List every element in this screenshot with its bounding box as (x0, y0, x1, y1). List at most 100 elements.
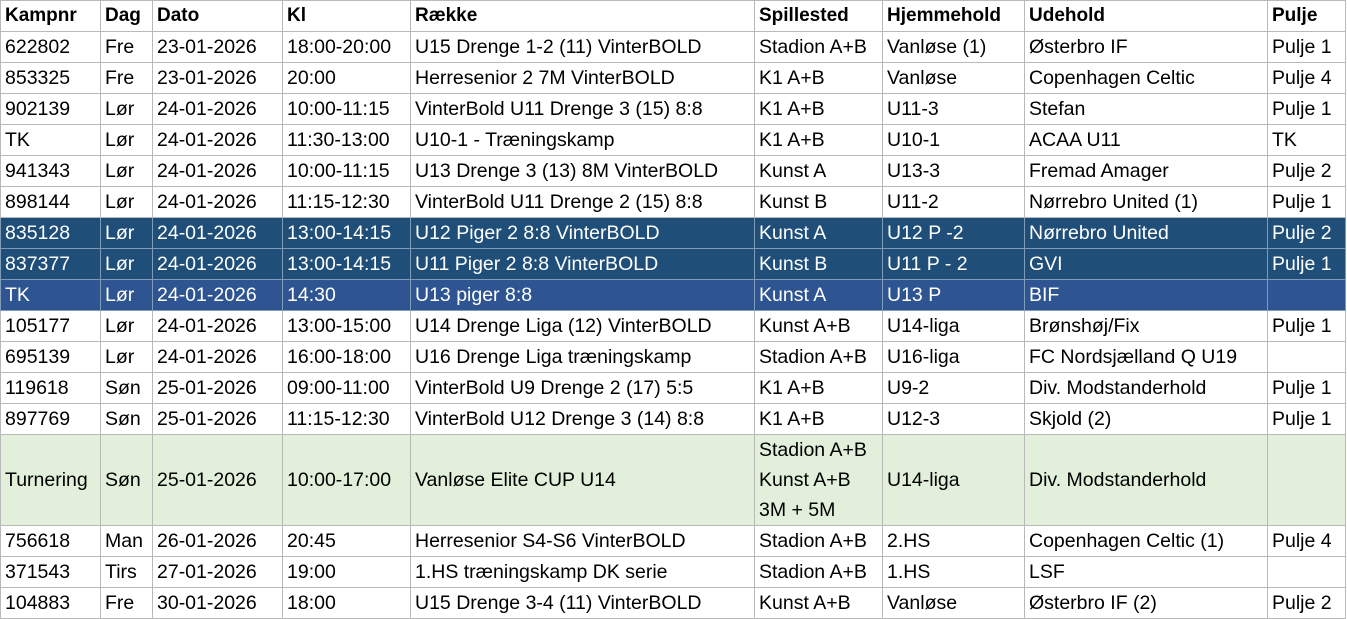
cell-kl: 16:00-18:00 (282, 341, 411, 373)
cell-kampnr: 837377 (0, 248, 101, 280)
cell-spillested: Kunst A (754, 155, 883, 187)
cell-kampnr: Turnering (0, 434, 101, 526)
table-row[interactable]: 104883 Fre 30-01-2026 18:00 U15 Drenge 3-4 (… (0, 587, 1346, 619)
cell-kampnr: TK (0, 279, 101, 311)
header-row: Kampnr Dag Dato Kl Række Spillested Hjem… (0, 0, 1346, 32)
cell-hjemmehold: U12 P -2 (882, 217, 1025, 249)
cell-kl: 20:00 (282, 62, 411, 94)
cell-kampnr: 853325 (0, 62, 101, 94)
cell-pulje (1267, 434, 1346, 526)
cell-spillested: K1 A+B (754, 93, 883, 125)
cell-dag: Tirs (100, 556, 153, 588)
cell-spillested: Kunst A (754, 279, 883, 311)
venue-line: K1 A+B (759, 98, 825, 120)
cell-kl: 10:00-11:15 (282, 155, 411, 187)
venue-line: Stadion A+B (759, 346, 867, 368)
cell-spillested: Kunst B (754, 248, 883, 280)
table-row[interactable]: 105177 Lør 24-01-2026 13:00-15:00 U14 Drenge… (0, 310, 1346, 342)
cell-kl: 10:00-17:00 (282, 434, 411, 526)
cell-kampnr: 105177 (0, 310, 101, 342)
header-spillested: Spillested (754, 0, 883, 32)
cell-dato: 26-01-2026 (152, 525, 283, 557)
cell-udehold: Stefan (1024, 93, 1268, 125)
cell-dag: Lør (100, 93, 153, 125)
table-row[interactable]: 835128 Lør 24-01-2026 13:00-14:15 U12 Piger … (0, 217, 1346, 249)
table-row[interactable]: 897769 Søn 25-01-2026 11:15-12:30 VinterBold… (0, 403, 1346, 435)
cell-kampnr: 622802 (0, 31, 101, 63)
cell-dato: 25-01-2026 (152, 434, 283, 526)
table-row[interactable]: 119618 Søn 25-01-2026 09:00-11:00 VinterBold… (0, 372, 1346, 404)
cell-hjemmehold: U12-3 (882, 403, 1025, 435)
table-row[interactable]: TK Lør 24-01-2026 11:30-13:00 U10-1 - Trænin… (0, 124, 1346, 156)
cell-pulje (1267, 279, 1346, 311)
cell-raekke: U15 Drenge 1-2 (11) VinterBOLD (410, 31, 755, 63)
cell-udehold: FC Nordsjælland Q U19 (1024, 341, 1268, 373)
table-row[interactable]: 695139 Lør 24-01-2026 16:00-18:00 U16 Drenge… (0, 341, 1346, 373)
table-row[interactable]: 941343 Lør 24-01-2026 10:00-11:15 U13 Drenge… (0, 155, 1346, 187)
cell-raekke: U10-1 - Træningskamp (410, 124, 755, 156)
venue-line: Stadion A+B (759, 36, 867, 58)
table-row[interactable]: TK Lør 24-01-2026 14:30 U13 piger 8:8 Kunst A… (0, 279, 1346, 311)
cell-kl: 11:15-12:30 (282, 186, 411, 218)
cell-udehold: Østerbro IF (1024, 31, 1268, 63)
cell-kl: 13:00-15:00 (282, 310, 411, 342)
cell-dato: 24-01-2026 (152, 186, 283, 218)
cell-kampnr: 104883 (0, 587, 101, 619)
cell-raekke: VinterBold U9 Drenge 2 (17) 5:5 (410, 372, 755, 404)
cell-udehold: Brønshøj/Fix (1024, 310, 1268, 342)
cell-udehold: Copenhagen Celtic (1024, 62, 1268, 94)
cell-kampnr: 835128 (0, 217, 101, 249)
cell-raekke: U14 Drenge Liga (12) VinterBOLD (410, 310, 755, 342)
cell-kl: 18:00 (282, 587, 411, 619)
cell-kampnr: 898144 (0, 186, 101, 218)
cell-hjemmehold: U11-3 (882, 93, 1025, 125)
table-row[interactable]: 853325 Fre 23-01-2026 20:00 Herresenior 2 7M… (0, 62, 1346, 94)
cell-pulje: Pulje 1 (1267, 248, 1346, 280)
cell-pulje: Pulje 1 (1267, 93, 1346, 125)
schedule-body: 622802 Fre 23-01-2026 18:00-20:00 U15 Drenge… (0, 31, 1346, 619)
venue-line: Kunst A+B (759, 592, 851, 614)
header-dato: Dato (152, 0, 283, 32)
cell-spillested: K1 A+B (754, 124, 883, 156)
table-row[interactable]: 622802 Fre 23-01-2026 18:00-20:00 U15 Drenge… (0, 31, 1346, 63)
cell-dato: 24-01-2026 (152, 248, 283, 280)
cell-dag: Man (100, 525, 153, 557)
cell-kampnr: 897769 (0, 403, 101, 435)
table-row[interactable]: 371543 Tirs 27-01-2026 19:00 1.HS træningska… (0, 556, 1346, 588)
cell-udehold: Nørrebro United (1024, 217, 1268, 249)
cell-udehold: Copenhagen Celtic (1) (1024, 525, 1268, 557)
cell-pulje (1267, 341, 1346, 373)
cell-dag: Lør (100, 186, 153, 218)
header-pulje: Pulje (1267, 0, 1346, 32)
cell-spillested: K1 A+B (754, 372, 883, 404)
header-udehold: Udehold (1024, 0, 1268, 32)
table-row[interactable]: 837377 Lør 24-01-2026 13:00-14:15 U11 Piger … (0, 248, 1346, 280)
cell-dag: Lør (100, 279, 153, 311)
cell-udehold: Fremad Amager (1024, 155, 1268, 187)
cell-kampnr: 756618 (0, 525, 101, 557)
cell-raekke: Herresenior S4-S6 VinterBOLD (410, 525, 755, 557)
cell-dato: 23-01-2026 (152, 31, 283, 63)
cell-spillested: Stadion A+B (754, 556, 883, 588)
cell-dag: Lør (100, 310, 153, 342)
cell-dag: Søn (100, 372, 153, 404)
cell-spillested: K1 A+B (754, 62, 883, 94)
cell-dato: 24-01-2026 (152, 279, 283, 311)
cell-hjemmehold: 1.HS (882, 556, 1025, 588)
cell-udehold: Skjold (2) (1024, 403, 1268, 435)
cell-hjemmehold: Vanløse (882, 587, 1025, 619)
venue-line: Kunst A (759, 222, 827, 244)
cell-dato: 24-01-2026 (152, 124, 283, 156)
table-row[interactable]: 898144 Lør 24-01-2026 11:15-12:30 VinterBold… (0, 186, 1346, 218)
venue-line: Kunst A (759, 284, 827, 306)
cell-kampnr: 371543 (0, 556, 101, 588)
cell-kampnr: 695139 (0, 341, 101, 373)
table-row[interactable]: 756618 Man 26-01-2026 20:45 Herresenior S4-S… (0, 525, 1346, 557)
cell-raekke: VinterBold U11 Drenge 3 (15) 8:8 (410, 93, 755, 125)
table-row[interactable]: 902139 Lør 24-01-2026 10:00-11:15 VinterBold… (0, 93, 1346, 125)
cell-raekke: VinterBold U11 Drenge 2 (15) 8:8 (410, 186, 755, 218)
cell-dato: 24-01-2026 (152, 93, 283, 125)
cell-kl: 18:00-20:00 (282, 31, 411, 63)
cell-pulje: Pulje 1 (1267, 186, 1346, 218)
table-row[interactable]: Turnering Søn 25-01-2026 10:00-17:00 Vanløse… (0, 434, 1346, 526)
